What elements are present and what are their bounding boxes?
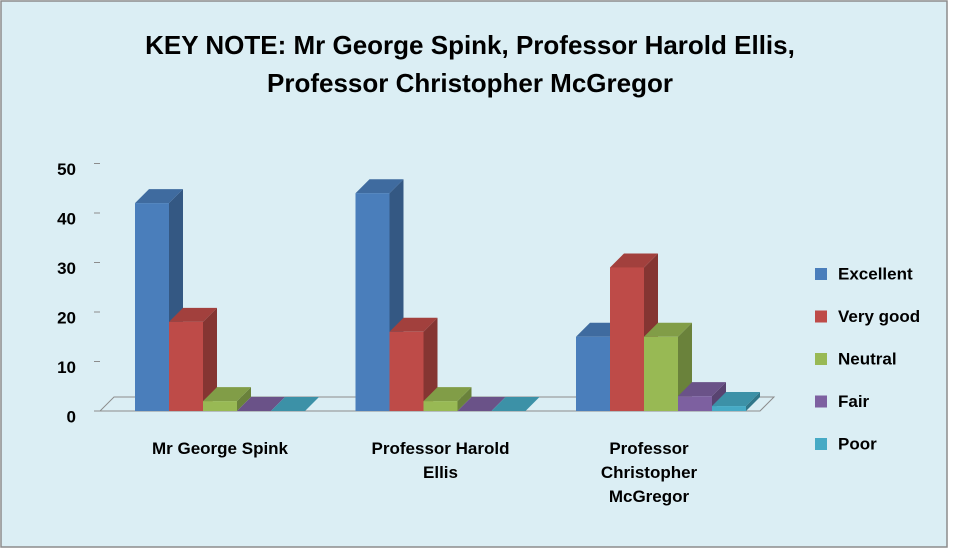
bar-top [271, 397, 319, 411]
bar-top [491, 397, 540, 411]
bar-top [203, 387, 251, 402]
bar-side [203, 307, 217, 411]
x-tick-label: Professor Harold Ellis [371, 439, 510, 482]
bar-side [423, 317, 438, 411]
bar [389, 317, 438, 411]
bar [678, 382, 726, 411]
bar-side [457, 387, 472, 411]
legend-label: Neutral [838, 349, 897, 368]
bar-top [237, 397, 285, 411]
bar-top [355, 179, 404, 194]
y-tick-label: 10 [57, 358, 76, 377]
bar [423, 387, 472, 411]
bar-top [169, 307, 217, 322]
bar-top [644, 322, 692, 337]
legend-swatch [815, 268, 827, 280]
bar-top [135, 189, 183, 204]
bar-front [203, 401, 237, 411]
legend-label: Very good [838, 307, 920, 326]
bar [271, 397, 319, 411]
bar-side [237, 387, 251, 411]
x-tick-label: Mr George Spink [151, 439, 289, 458]
legend-label: Excellent [838, 264, 913, 283]
bar [491, 397, 540, 411]
bar-front [355, 193, 390, 411]
legend-label: Poor [838, 434, 877, 453]
bar [712, 392, 760, 411]
bar [457, 397, 506, 411]
x-tick-label: Professor Christopher McGregor [600, 439, 698, 506]
legend-swatch [815, 395, 827, 408]
bar-top [423, 387, 472, 402]
legend-swatch [815, 353, 827, 365]
y-tick-label: 20 [57, 308, 76, 327]
y-tick-label: 0 [67, 407, 76, 426]
chart-title: KEY NOTE: Mr George Spink, Professor Har… [145, 30, 795, 98]
y-tick-label: 30 [57, 259, 76, 278]
bar-top [457, 397, 506, 411]
bar-front [389, 331, 424, 411]
bar-top [712, 392, 760, 407]
bar [203, 387, 251, 411]
bar-top [389, 317, 438, 332]
bar-front [576, 336, 610, 411]
y-tick-label: 40 [57, 209, 76, 228]
bar-front [610, 267, 644, 411]
bar-front [135, 203, 169, 411]
bar-top [610, 253, 658, 268]
bar-front [712, 406, 746, 411]
bar-front [423, 401, 458, 411]
bar-front [678, 396, 712, 411]
legend-swatch [815, 438, 827, 450]
bar-top [678, 382, 726, 397]
bar-front [169, 321, 203, 411]
bar [237, 397, 285, 411]
legend-swatch [815, 310, 827, 323]
y-tick-label: 50 [57, 160, 76, 179]
bar-front [644, 336, 678, 411]
bar [355, 179, 404, 411]
legend-label: Fair [838, 392, 870, 411]
bar [169, 307, 217, 411]
bar-side [746, 392, 760, 411]
